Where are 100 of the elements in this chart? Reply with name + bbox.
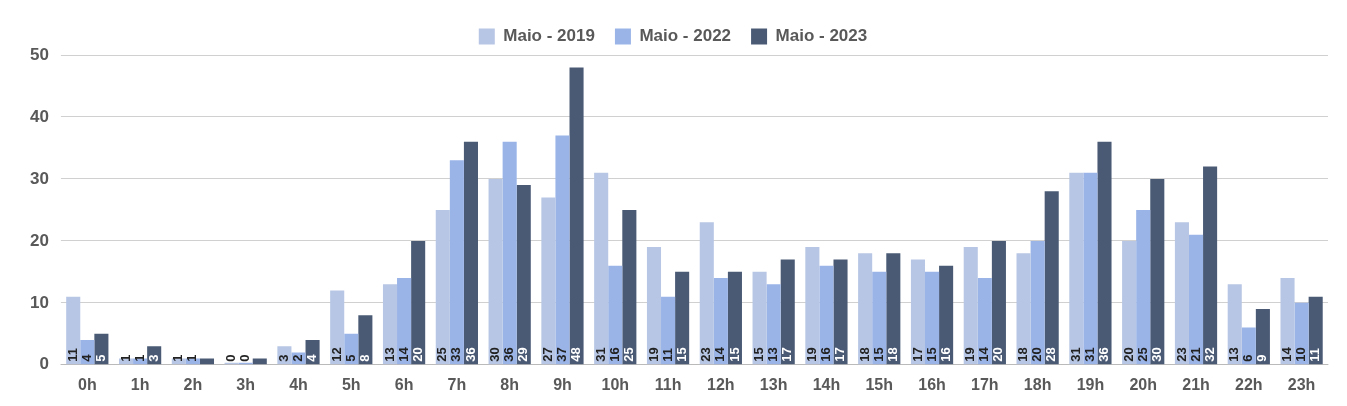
bar xyxy=(449,160,464,365)
data-label: 1 xyxy=(184,354,200,362)
x-tick-label: 1h xyxy=(130,375,150,393)
x-tick-label: 2h xyxy=(183,375,203,393)
legend-label: Maio - 2019 xyxy=(503,26,595,46)
data-label: 15 xyxy=(726,347,742,362)
bar xyxy=(330,290,345,365)
y-tick-label: 30 xyxy=(29,168,49,188)
x-tick-label: 6h xyxy=(394,375,414,393)
data-label: 0 xyxy=(223,354,239,362)
bar xyxy=(1174,222,1189,365)
bar xyxy=(780,259,795,365)
x-tick-label: 23h xyxy=(1287,375,1316,393)
data-label: 23 xyxy=(1173,347,1189,362)
bar xyxy=(939,265,954,365)
data-label: 10 xyxy=(1293,347,1309,362)
bar xyxy=(358,315,373,365)
x-tick-label: 18h xyxy=(1023,375,1052,393)
bar xyxy=(833,259,848,365)
bar xyxy=(1097,141,1112,365)
x-tick-label: 17h xyxy=(971,375,999,393)
data-label: 13 xyxy=(381,347,397,362)
data-label: 19 xyxy=(645,347,661,362)
data-label: 8 xyxy=(356,354,372,362)
data-label: 31 xyxy=(1082,347,1097,362)
data-label: 2 xyxy=(290,354,306,362)
data-label: 48 xyxy=(568,347,584,362)
data-label: 37 xyxy=(554,347,570,362)
x-tick-label: 0h xyxy=(77,375,97,393)
data-label: 5 xyxy=(342,354,358,362)
data-label: 27 xyxy=(539,347,555,362)
data-label: 9 xyxy=(1254,354,1270,362)
data-label: 29 xyxy=(515,347,531,362)
bar xyxy=(1150,178,1165,365)
data-label: 16 xyxy=(937,347,953,362)
data-label: 13 xyxy=(765,347,781,362)
x-tick-label: 9h xyxy=(553,375,572,393)
data-label: 32 xyxy=(1201,347,1217,362)
bar xyxy=(1203,166,1218,365)
bar xyxy=(858,253,873,365)
data-label: 28 xyxy=(1043,347,1059,362)
legend-label: Maio - 2023 xyxy=(775,26,868,46)
bar xyxy=(713,278,728,365)
data-label: 14 xyxy=(712,346,728,362)
data-label: 20 xyxy=(1029,347,1045,362)
bar xyxy=(555,135,570,365)
data-label: 25 xyxy=(620,347,636,362)
bar xyxy=(872,271,887,365)
legend-label: Maio - 2022 xyxy=(639,26,732,46)
bar xyxy=(1308,296,1323,365)
data-label: 20 xyxy=(990,347,1006,362)
bar xyxy=(488,178,503,365)
data-label: 20 xyxy=(409,347,425,362)
y-tick-label: 0 xyxy=(39,354,49,374)
bar xyxy=(910,259,925,365)
bar xyxy=(1030,240,1045,365)
bar xyxy=(646,247,662,365)
x-tick-label: 5h xyxy=(341,375,361,393)
bar xyxy=(1227,284,1242,365)
x-tick-label: 11h xyxy=(654,375,682,393)
data-label: 3 xyxy=(275,354,291,362)
data-label: 11 xyxy=(1307,348,1323,362)
bar xyxy=(569,67,584,365)
data-label: 15 xyxy=(923,347,939,362)
bar xyxy=(1188,234,1204,365)
data-label: 20 xyxy=(1120,347,1136,362)
data-label: 11 xyxy=(659,348,675,362)
data-label: 11 xyxy=(64,348,80,362)
data-label: 30 xyxy=(487,347,503,362)
bar xyxy=(516,185,531,365)
data-label: 19 xyxy=(962,347,978,362)
x-tick-label: 15h xyxy=(865,375,894,393)
bar xyxy=(675,271,690,365)
data-label: 13 xyxy=(1226,347,1242,362)
data-label: 15 xyxy=(870,347,886,362)
data-label: 6 xyxy=(1240,354,1256,362)
bar xyxy=(977,278,992,365)
data-label: 31 xyxy=(592,347,608,362)
bar xyxy=(766,284,781,365)
bar xyxy=(1255,309,1270,365)
data-label: 23 xyxy=(698,347,714,362)
y-tick-label: 10 xyxy=(29,292,49,312)
x-tick-label: 21h xyxy=(1182,375,1210,393)
data-label: 14 xyxy=(395,346,411,362)
data-label: 17 xyxy=(909,347,925,362)
bar xyxy=(382,284,398,365)
data-label: 14 xyxy=(1279,346,1295,362)
bar xyxy=(925,271,940,365)
bar xyxy=(1044,191,1059,365)
bar xyxy=(463,141,478,365)
bar xyxy=(819,265,834,365)
bar xyxy=(752,271,767,365)
bar xyxy=(608,265,623,365)
data-label: 12 xyxy=(328,347,344,362)
data-label: 17 xyxy=(832,347,848,362)
x-tick-label: 20h xyxy=(1129,375,1158,393)
data-label: 18 xyxy=(1015,347,1031,362)
bar xyxy=(661,296,676,365)
data-label: 19 xyxy=(803,347,819,362)
bar xyxy=(1280,278,1295,365)
